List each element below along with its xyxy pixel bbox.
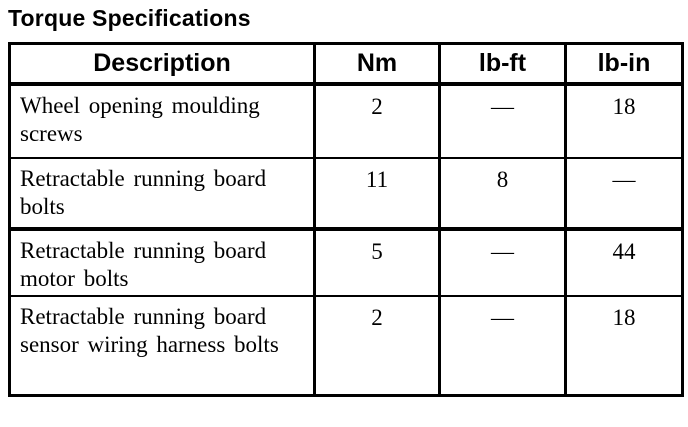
nm-cell: 5	[313, 228, 441, 297]
header-nm: Nm	[313, 43, 441, 86]
header-description: Description	[8, 43, 316, 86]
lb-ft-cell: —	[438, 295, 567, 396]
header-lb-ft: lb-ft	[438, 43, 567, 86]
description-cell: Retractable running board sensor wiring …	[8, 295, 316, 396]
lb-in-cell: 18	[564, 83, 684, 159]
lb-in-cell: 44	[564, 228, 684, 297]
description-cell: Wheel opening moulding screws	[8, 83, 316, 159]
table-row: Retractable running board motor bolts 5 …	[8, 228, 684, 297]
lb-ft-cell: 8	[438, 157, 567, 231]
lb-ft-cell: —	[438, 83, 567, 159]
nm-cell: 2	[313, 83, 441, 159]
header-row: Description Nm lb-ft lb-in	[8, 43, 684, 86]
description-cell: Retractable running board bolts	[8, 157, 316, 231]
torque-specifications-table: Description Nm lb-ft lb-in Wheel opening…	[8, 42, 684, 397]
table-row: Retractable running board sensor wiring …	[8, 295, 684, 396]
table-row: Wheel opening moulding screws 2 — 18	[8, 83, 684, 159]
lb-in-cell: 18	[564, 295, 684, 396]
nm-cell: 11	[313, 157, 441, 231]
nm-cell: 2	[313, 295, 441, 396]
page-title: Torque Specifications	[8, 5, 251, 31]
description-cell: Retractable running board motor bolts	[8, 228, 316, 297]
lb-ft-cell: —	[438, 228, 567, 297]
header-lb-in: lb-in	[564, 43, 684, 86]
lb-in-cell: —	[564, 157, 684, 231]
table-row: Retractable running board bolts 11 8 —	[8, 157, 684, 231]
